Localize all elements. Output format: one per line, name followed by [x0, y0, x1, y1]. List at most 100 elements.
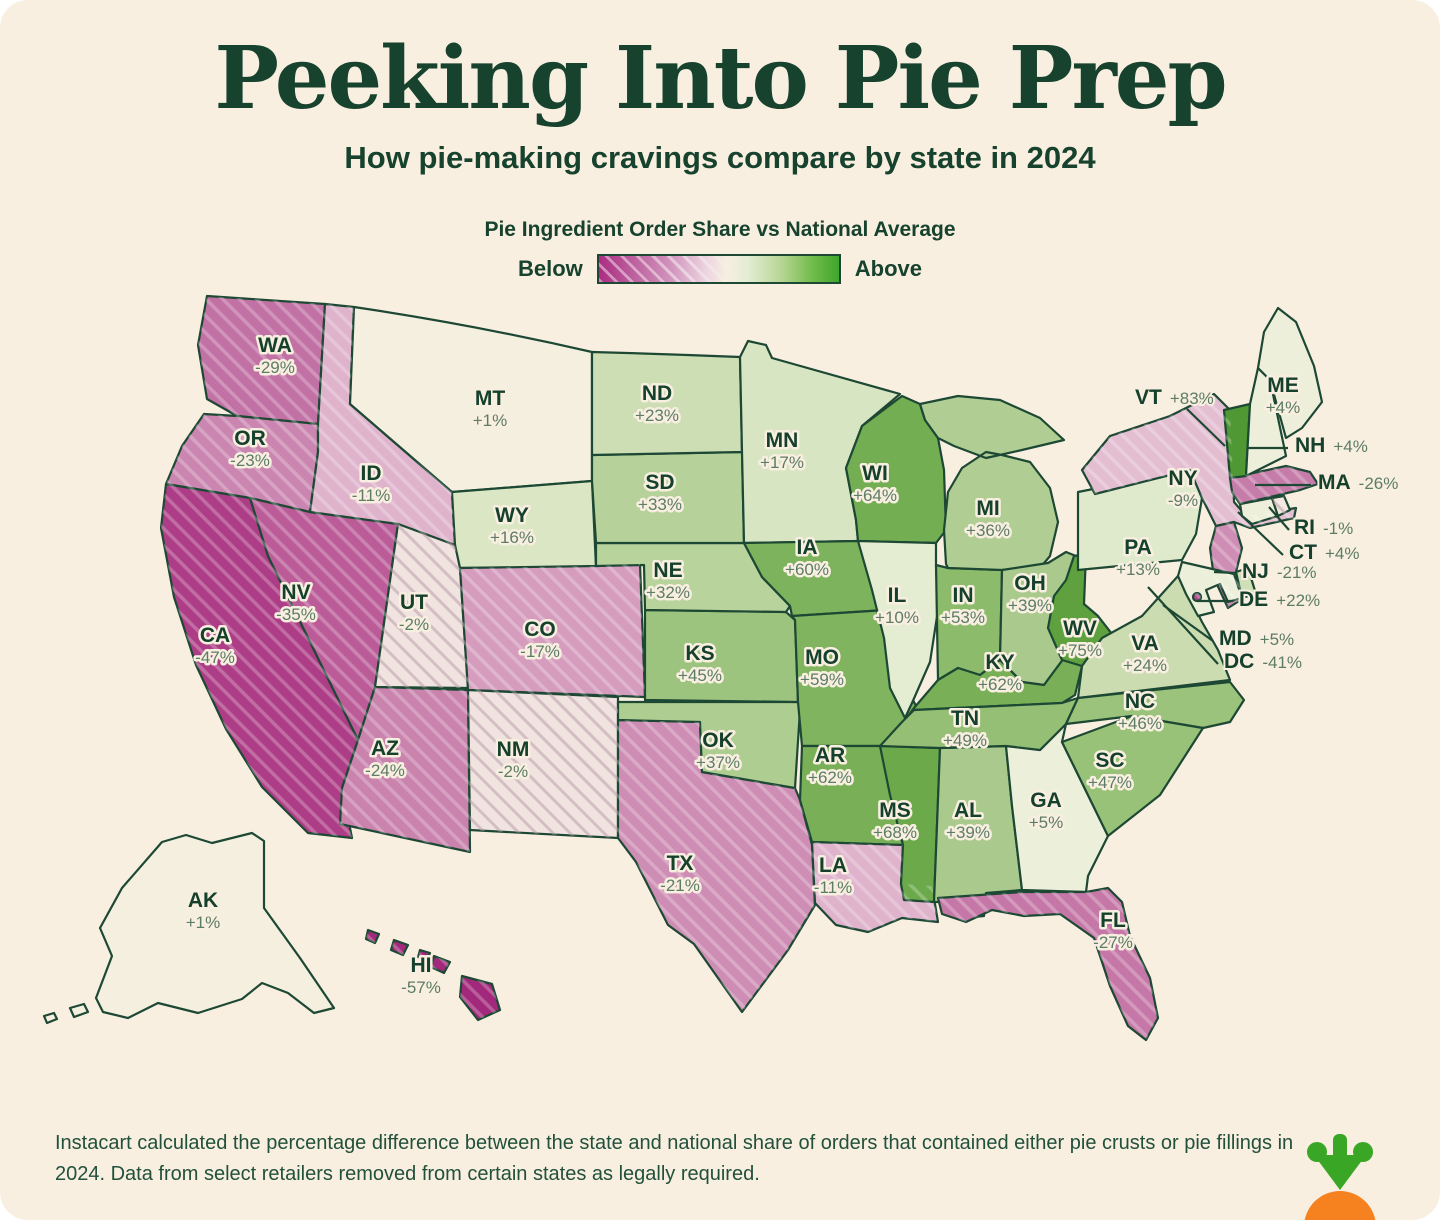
state-abbr-AK: AK	[188, 889, 218, 912]
state-abbr-KS: KS	[685, 642, 714, 665]
state-hatch-NY	[1082, 394, 1296, 528]
page-title: Peeking Into Pie Prep	[214, 28, 1227, 129]
state-value-IA: +60%	[785, 560, 829, 579]
state-hatch-CA	[161, 484, 358, 838]
state-value-MO: +59%	[800, 670, 844, 689]
callout-DC: DC -41%	[1224, 650, 1302, 673]
leader-line-RI	[1268, 506, 1290, 531]
state-value-OH: +39%	[1008, 596, 1052, 615]
state-abbr-WY: WY	[495, 504, 529, 527]
state-value-WA: -29%	[255, 358, 295, 377]
state-value-VA: +24%	[1123, 656, 1167, 675]
state-value-MN: +17%	[760, 453, 804, 472]
state-abbr-CO: CO	[524, 618, 556, 641]
state-value-AZ: -24%	[365, 761, 405, 780]
state-value-PA: +13%	[1116, 560, 1160, 579]
state-abbr-AZ: AZ	[371, 737, 399, 760]
instacart-carrot-logo	[1304, 1134, 1376, 1220]
state-abbr-NE: NE	[653, 559, 682, 582]
state-value-NV: -35%	[276, 605, 316, 624]
state-value-TN: +49%	[943, 731, 987, 750]
state-value-FL: -27%	[1093, 933, 1133, 952]
callout-RI: RI -1%	[1294, 516, 1353, 539]
state-abbr-SC: SC	[1095, 749, 1124, 772]
state-abbr-NY: NY	[1168, 467, 1197, 490]
legend-below-label: Below	[517, 256, 583, 281]
legend-above-label: Above	[854, 256, 923, 281]
carrot-leaf-arrowhead	[1314, 1155, 1366, 1190]
state-abbr-PA: PA	[1124, 536, 1152, 559]
state-value-NE: +32%	[646, 583, 690, 602]
state-value-MT: +1%	[473, 411, 508, 430]
state-value-WI: +64%	[853, 486, 897, 505]
state-abbr-HI: HI	[411, 954, 432, 977]
state-abbr-SD: SD	[645, 471, 674, 494]
state-value-SC: +47%	[1088, 773, 1132, 792]
state-IL	[856, 539, 940, 720]
state-hatch-OR	[166, 414, 318, 512]
state-value-CA: -47%	[195, 648, 235, 667]
callout-leader-lines	[1147, 408, 1311, 665]
state-ME	[1256, 306, 1324, 440]
leader-line-MD	[1162, 604, 1214, 642]
state-AK	[42, 831, 336, 1025]
state-value-OK: +37%	[696, 753, 740, 772]
state-value-AK: +1%	[186, 913, 221, 932]
state-abbr-AR: AR	[815, 744, 845, 767]
state-abbr-MI: MI	[976, 497, 999, 520]
state-hatch-AZ	[340, 687, 470, 852]
state-abbr-ME: ME	[1267, 374, 1299, 397]
state-abbr-LA: LA	[819, 854, 847, 877]
state-hatch-NV	[250, 498, 398, 740]
state-value-HI: -57%	[401, 978, 441, 997]
state-value-KY: +62%	[978, 675, 1022, 694]
state-value-GA: +5%	[1029, 813, 1064, 832]
state-value-ID: -11%	[352, 486, 390, 505]
state-value-IL: +10%	[875, 608, 919, 627]
state-hatch-NJ	[1210, 522, 1244, 608]
state-hatch-RI	[1272, 496, 1290, 516]
callout-NJ: NJ -21%	[1242, 560, 1317, 583]
state-hatch-FL	[938, 888, 1158, 1040]
state-abbr-IN: IN	[953, 584, 974, 607]
callout-MA: MA -26%	[1318, 471, 1398, 494]
state-value-IN: +53%	[941, 608, 985, 627]
state-abbr-IL: IL	[888, 584, 907, 607]
leader-line-DC	[1147, 586, 1219, 665]
state-value-MI: +36%	[966, 521, 1010, 540]
state-abbr-NC: NC	[1125, 690, 1155, 713]
state-abbr-NM: NM	[497, 738, 530, 761]
state-hatch-DC	[1193, 593, 1201, 601]
state-abbr-MO: MO	[805, 646, 839, 669]
state-value-WY: +16%	[490, 528, 534, 547]
state-value-MS: +68%	[873, 823, 917, 842]
state-abbr-TN: TN	[951, 707, 979, 730]
legend-gradient-bar	[596, 254, 841, 284]
state-value-NY: -9%	[1168, 491, 1198, 510]
state-value-WV: +75%	[1058, 641, 1102, 660]
state-abbr-GA: GA	[1030, 789, 1062, 812]
state-abbr-OH: OH	[1014, 572, 1046, 595]
state-hatch-HI	[366, 930, 500, 1020]
state-abbr-CA: CA	[200, 624, 230, 647]
state-abbr-FL: FL	[1100, 909, 1126, 932]
state-value-NM: -2%	[498, 762, 528, 781]
state-value-ME: +4%	[1266, 398, 1301, 417]
callout-MD: MD +5%	[1219, 627, 1294, 650]
state-abbr-MT: MT	[475, 387, 505, 410]
leader-line-NJ	[1213, 570, 1237, 575]
state-SC	[1060, 714, 1205, 838]
state-KS	[643, 608, 800, 704]
state-abbr-UT: UT	[400, 591, 428, 614]
leader-line-CT	[1237, 511, 1284, 556]
state-WI	[844, 394, 948, 545]
state-labels: WA-29%OR-23%CA-47%NV-35%ID-11%MT+1%WY+16…	[183, 332, 1400, 1000]
state-value-CO: -17%	[520, 642, 560, 661]
state-abbr-AL: AL	[954, 799, 982, 822]
leader-line-VT	[1186, 408, 1226, 447]
legend-row: Below Above	[0, 254, 1440, 284]
state-abbr-ID: ID	[361, 462, 382, 485]
state-NC	[1064, 680, 1246, 730]
